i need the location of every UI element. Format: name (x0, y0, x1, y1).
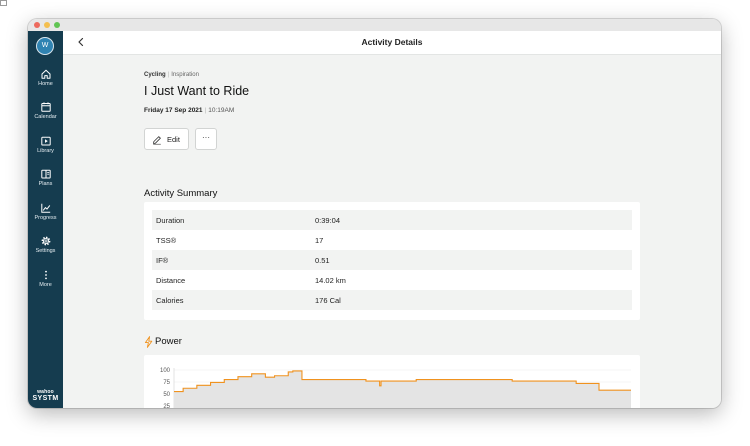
y-tick-label: 50 (163, 392, 170, 398)
power-series-line (174, 370, 631, 393)
sidebar-item-more[interactable]: More (28, 269, 63, 288)
close-window-button[interactable] (34, 22, 40, 28)
power-heading: Power (155, 336, 182, 347)
summary-row-tss: TSS® 17 (152, 230, 632, 250)
back-chevron-icon[interactable] (75, 36, 87, 48)
activity-title: I Just Want to Ride (144, 84, 250, 98)
summary-label: Calories (156, 296, 184, 305)
summary-row-distance: Distance 14.02 km (152, 270, 632, 290)
more-options-button[interactable]: ··· (195, 128, 217, 150)
summary-row-duration: Duration 0:39:04 (152, 210, 632, 230)
activity-summary-heading: Activity Summary (144, 188, 218, 199)
summary-label: Duration (156, 216, 185, 225)
sidebar-item-plans[interactable]: Plans (28, 168, 63, 187)
summary-value: 0.51 (315, 256, 330, 265)
summary-row-if: IF® 0.51 (152, 250, 632, 270)
brand-wahoo: wahoo (37, 389, 54, 395)
progress-icon (40, 203, 50, 213)
activity-summary-card: Duration 0:39:04 TSS® 17 IF® 0.51 Distan… (144, 202, 640, 320)
power-chart-card: 100 75 50 25 (144, 355, 640, 408)
sidebar-item-label: Plans (38, 181, 53, 187)
wahoo-systm-logo: wahoo SYSTM (28, 389, 63, 402)
edit-button[interactable]: Edit (144, 128, 189, 150)
sport-label: Cycling (144, 72, 166, 78)
sidebar-item-label: Settings (35, 248, 56, 254)
y-tick-label: 100 (160, 368, 171, 374)
edit-label: Edit (167, 135, 180, 144)
main-content: Cycling | Inspiration I Just Want to Ride … (63, 55, 721, 408)
category-label: Inspiration (171, 72, 199, 78)
date-label: Friday 17 Sep 2021 (144, 107, 203, 114)
minimize-window-button[interactable] (44, 22, 50, 28)
summary-label: Distance (156, 276, 186, 285)
top-bar: Activity Details (63, 31, 721, 55)
library-icon (40, 136, 51, 146)
power-chart: 100 75 50 25 (160, 368, 631, 408)
sidebar-item-label: More (39, 282, 52, 288)
date-separator: | (204, 107, 207, 114)
sidebar-item-progress[interactable]: Progress (28, 202, 63, 221)
calendar-icon (40, 102, 51, 112)
sidebar-item-label: Progress (34, 215, 57, 221)
time-label: 10:19AM (208, 107, 235, 114)
sidebar-item-home[interactable]: Home (28, 68, 63, 87)
zoom-window-button[interactable] (54, 22, 60, 28)
gear-icon (41, 236, 50, 246)
breadcrumb: Cycling | Inspiration (144, 72, 199, 78)
summary-value: 17 (315, 236, 324, 245)
sidebar-item-calendar[interactable]: Calendar (28, 101, 63, 120)
page-title: Activity Details (361, 37, 423, 47)
summary-value: 0:39:04 (315, 216, 341, 225)
y-tick-label: 75 (163, 380, 170, 386)
corner-mark (0, 0, 7, 6)
summary-value: 176 Cal (315, 296, 341, 305)
sidebar-item-label: Calendar (34, 114, 57, 120)
home-icon (41, 69, 50, 79)
sidebar-item-label: Home (38, 81, 53, 87)
pencil-icon (153, 136, 161, 145)
summary-label: IF® (156, 256, 169, 265)
summary-value: 14.02 km (315, 276, 346, 285)
summary-row-calories: Calories 176 Cal (152, 290, 632, 310)
brand-systm: SYSTM (32, 395, 59, 402)
more-vertical-icon (44, 270, 47, 280)
activity-date: Friday 17 Sep 2021 | 10:19AM (144, 107, 234, 114)
app-window: W Home Calendar Library (28, 19, 721, 408)
breadcrumb-separator: | (167, 72, 170, 78)
sidebar-item-settings[interactable]: Settings (28, 235, 63, 254)
lightning-icon (144, 336, 153, 348)
summary-label: TSS® (156, 236, 177, 245)
power-area-fill (174, 370, 631, 408)
sidebar-item-library[interactable]: Library (28, 135, 63, 154)
sidebar-item-label: Library (37, 148, 54, 154)
sidebar: W Home Calendar Library (28, 31, 63, 408)
avatar[interactable]: W (36, 37, 54, 55)
plans-icon (40, 169, 51, 179)
y-tick-label: 25 (163, 404, 170, 408)
